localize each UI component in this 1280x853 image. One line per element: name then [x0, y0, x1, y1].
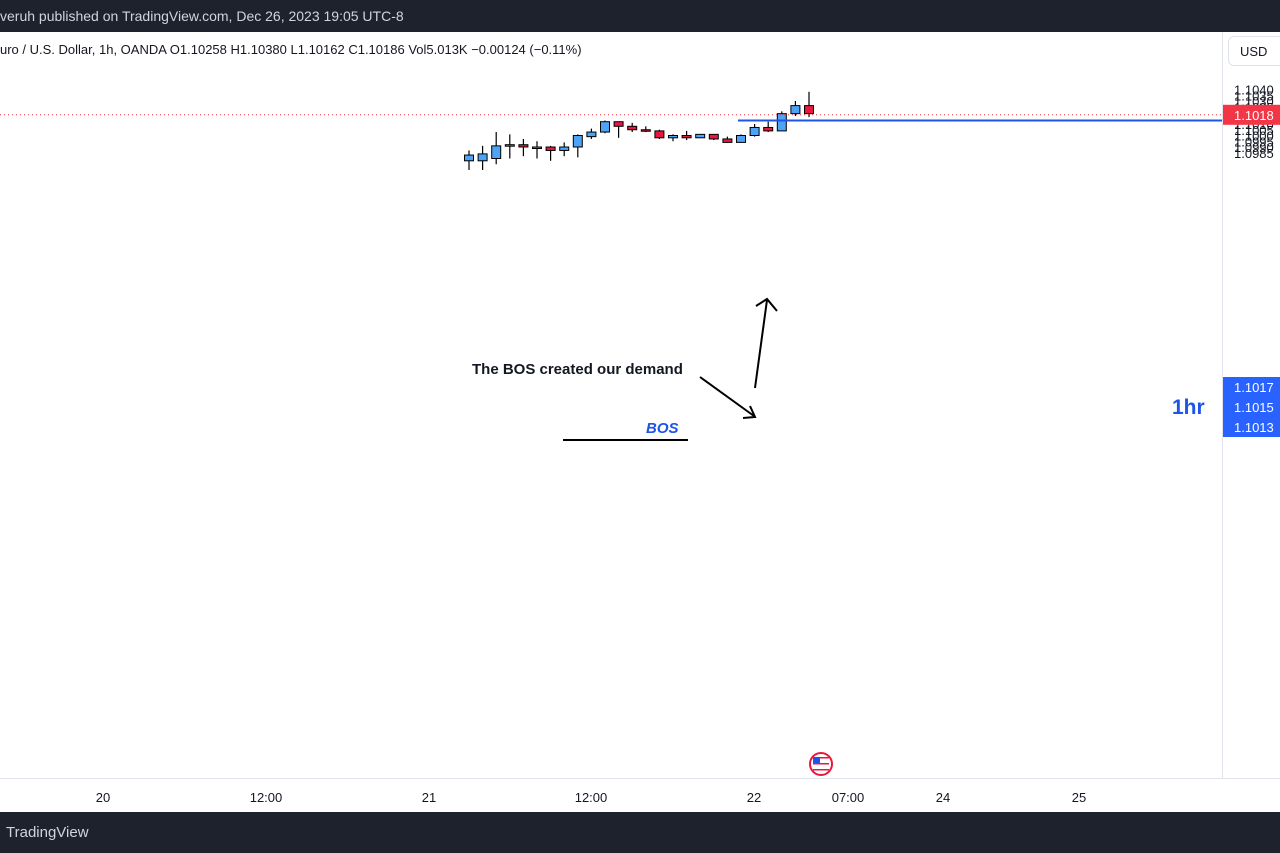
candle	[477, 145, 488, 170]
candle-body	[572, 135, 583, 148]
x-tick-label: 12:00	[250, 790, 283, 805]
x-tick-label: 12:00	[575, 790, 608, 805]
candle	[518, 138, 529, 157]
candle	[668, 134, 678, 142]
candle-body	[600, 121, 610, 133]
candle	[613, 121, 624, 138]
current-price-label: 1.1018	[1234, 108, 1274, 123]
x-tick-label: 25	[1072, 790, 1086, 805]
x-tick-label: 24	[936, 790, 950, 805]
candle	[532, 141, 542, 159]
axis-tag-block	[1223, 377, 1280, 437]
axis-tag-label: 1.1017	[1234, 380, 1274, 395]
candle	[464, 150, 474, 170]
current-price-tag	[1223, 104, 1280, 125]
y-tick-label: 1.0985	[1234, 146, 1274, 161]
candle	[545, 145, 556, 161]
candle-body	[736, 135, 746, 143]
y-tick-label: 1.0990	[1234, 140, 1274, 155]
candle	[640, 126, 651, 133]
candle	[572, 134, 583, 158]
published-info: veruh published on TradingView.com, Dec …	[0, 8, 404, 24]
candle-body	[668, 135, 678, 139]
timeframe-label: 1hr	[1172, 396, 1205, 419]
x-tick-label: 20	[96, 790, 110, 805]
flag-stripe	[813, 766, 829, 768]
candle-body	[627, 125, 638, 131]
y-tick-label: 1.1040	[1234, 83, 1274, 98]
candle-body	[545, 146, 556, 151]
price-chart[interactable]: 1.10401.10351.10301.10251.10201.10101.10…	[0, 32, 1280, 812]
arrow-up-head	[755, 297, 778, 312]
bos-label: BOS	[646, 420, 679, 437]
candle-body	[532, 146, 542, 149]
candle	[681, 130, 692, 141]
candle	[504, 134, 515, 159]
x-tick-label: 22	[747, 790, 761, 805]
us-flag-icon	[809, 752, 833, 776]
x-tick-label: 21	[422, 790, 436, 805]
candle-body	[491, 145, 502, 159]
arrow-to-bos-line	[699, 376, 755, 417]
axis-tag-label: 1.1013	[1234, 420, 1274, 435]
bottom-bar: TradingView	[0, 812, 1280, 853]
tradingview-brand: TradingView	[6, 824, 89, 841]
candle-body	[804, 105, 814, 115]
candle-body	[518, 144, 529, 148]
candle	[804, 91, 814, 118]
currency-label: USD	[1240, 44, 1268, 59]
candle	[600, 120, 610, 134]
candle	[749, 124, 760, 137]
symbol-legend: uro / U.S. Dollar, 1h, OANDA O1.10258 H1…	[0, 42, 582, 57]
candle-body	[640, 129, 651, 132]
flag-stripe	[813, 763, 829, 765]
arrow-to-bos-head	[742, 405, 757, 419]
y-tick-label: 1.1035	[1234, 88, 1274, 103]
candle	[790, 101, 801, 116]
candle-body	[776, 113, 787, 132]
candle	[708, 133, 719, 141]
candle-body	[790, 105, 801, 115]
candle-body	[654, 130, 665, 139]
candle-body	[749, 126, 760, 136]
candle	[736, 134, 746, 143]
candle	[654, 129, 665, 139]
candle	[695, 133, 706, 139]
y-tick-label: 1.0995	[1234, 134, 1274, 149]
top-bar: veruh published on TradingView.com, Dec …	[0, 0, 1280, 32]
candle	[627, 122, 638, 133]
candle	[491, 132, 502, 165]
candle-body	[708, 133, 719, 140]
y-tick-label: 1.1000	[1234, 129, 1274, 144]
x-tick-label: 07:00	[832, 790, 865, 805]
candle-body	[695, 133, 706, 139]
candle-body	[504, 144, 515, 147]
demand-annotation: The BOS created our demand	[472, 361, 683, 378]
candle	[763, 121, 774, 133]
flag-canton	[813, 757, 820, 763]
candle-body	[559, 146, 570, 151]
candle-body	[586, 131, 597, 138]
candle	[559, 142, 570, 157]
currency-button[interactable]: USD	[1228, 36, 1280, 66]
flag-stripe	[813, 760, 829, 762]
axis-tag-label: 1.1015	[1234, 400, 1274, 415]
y-tick-label: 1.1005	[1234, 123, 1274, 138]
candle-body	[477, 153, 488, 162]
candle-body	[464, 154, 474, 162]
candle	[722, 136, 733, 143]
arrow-up-line	[754, 299, 768, 389]
candle-body	[722, 138, 733, 143]
candle-body	[613, 121, 624, 127]
candle-body	[681, 135, 692, 139]
flag-stripe	[813, 757, 829, 759]
flag-stripe	[813, 769, 829, 771]
candle	[586, 128, 597, 139]
candle-body	[763, 126, 774, 132]
